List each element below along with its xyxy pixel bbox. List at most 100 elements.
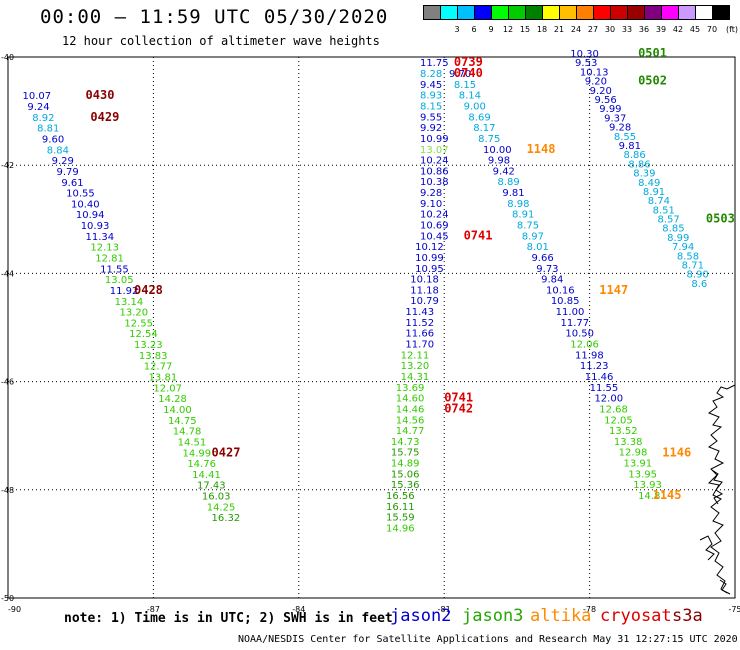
lon-tick-label: -78 (583, 605, 596, 614)
legend-jason2: jason2 (390, 606, 452, 626)
color-scale-label: 39 (655, 25, 667, 34)
swh-value: 11.00 (556, 307, 585, 318)
color-scale-cell (457, 5, 475, 20)
track-0430-0427: 10.079.248.928.819.608.849.299.799.6110.… (23, 91, 241, 524)
swh-value: 11.70 (405, 340, 434, 351)
swh-value: 8.55 (614, 132, 636, 143)
swh-value: 9.81 (502, 188, 524, 199)
swh-value: 12.54 (129, 329, 158, 340)
swh-value: 14.28 (158, 394, 187, 405)
swh-value: 14.75 (168, 416, 197, 427)
swh-value: 10.93 (81, 221, 110, 232)
swh-value: 8.99 (667, 233, 689, 244)
swh-value: 15.75 (391, 448, 420, 459)
color-scale-cell (508, 5, 526, 20)
swh-value: 9.79 (56, 167, 78, 178)
swh-value: 14.81 (638, 491, 667, 502)
swh-value: 14.99 (182, 448, 211, 459)
swh-value: 10.12 (415, 242, 444, 253)
color-scale-label: 27 (587, 25, 599, 34)
color-scale-cell (542, 5, 560, 20)
swh-value: 13.69 (396, 383, 425, 394)
swh-value: 11.23 (580, 361, 609, 372)
swh-value: 9.56 (594, 95, 616, 106)
pass-time: 0502 (638, 74, 667, 88)
swh-value: 10.50 (565, 329, 594, 340)
pass-time: 0741 (464, 228, 493, 242)
swh-value: 14.96 (386, 523, 415, 534)
swh-value: 10.00 (483, 145, 512, 156)
lat-tick-label: -44 (1, 269, 14, 278)
swh-value: 10.86 (420, 166, 449, 177)
swh-value: 11.55 (590, 383, 619, 394)
swh-value: 10.40 (71, 199, 100, 210)
swh-value: 10.16 (546, 285, 575, 296)
swh-value: 14.51 (178, 437, 207, 448)
swh-value: 12.13 (90, 243, 119, 254)
color-scale-label: 24 (570, 25, 582, 34)
color-scale-cell (576, 5, 594, 20)
swh-value: 11.18 (410, 285, 439, 296)
swh-value: 8.90 (687, 270, 709, 281)
swh-value: 11.92 (110, 286, 139, 297)
lon-tick-label: -75 (728, 605, 740, 614)
swh-value: 8.91 (643, 187, 665, 198)
swh-value: 9.55 (420, 112, 442, 123)
swh-value: 9.99 (599, 104, 621, 115)
swh-value: 8.6 (691, 279, 707, 290)
swh-value: 8.89 (498, 177, 520, 188)
swh-value: 9.84 (541, 275, 563, 286)
swh-value: 14.56 (396, 415, 425, 426)
swh-value: 8.69 (468, 112, 490, 123)
lon-tick-label: -90 (8, 605, 21, 614)
pass-time: 0427 (212, 445, 241, 459)
swh-value: 10.24 (420, 210, 449, 221)
swh-value: 16.03 (202, 492, 231, 503)
swh-value: 10.07 (23, 91, 52, 102)
legend-cryosat: cryosat (600, 606, 672, 626)
lat-tick-label: -48 (1, 486, 14, 495)
swh-value: 10.94 (76, 210, 105, 221)
swh-value: 8.85 (662, 224, 684, 235)
swh-value: 15.59 (386, 513, 415, 524)
coastline (699, 384, 736, 595)
swh-value: 12.07 (153, 383, 182, 394)
swh-value: 8.71 (682, 261, 704, 272)
color-scale-cell (525, 5, 543, 20)
swh-value: 13.20 (401, 361, 430, 372)
swh-value: 8.58 (677, 251, 699, 262)
swh-value: 9.10 (420, 199, 442, 210)
legend-jason3: jason3 (462, 606, 524, 626)
swh-value: 10.30 (570, 49, 599, 60)
swh-value: 9.73 (536, 264, 558, 275)
swh-value: 8.57 (657, 215, 679, 226)
color-scale-label: 9 (488, 25, 494, 34)
swh-value: 10.99 (415, 253, 444, 264)
swh-value: 10.69 (420, 220, 449, 231)
pass-time: 1148 (527, 142, 556, 156)
swh-value: 8.92 (32, 113, 54, 124)
swh-value: 8.15 (420, 101, 442, 112)
swh-value: 9.24 (27, 102, 49, 113)
swh-value: 16.32 (212, 513, 241, 524)
pass-time: 0429 (90, 110, 119, 124)
swh-value: 14.25 (207, 502, 236, 513)
color-scale-label: 18 (536, 25, 548, 34)
swh-value: 10.18 (410, 275, 439, 286)
swh-value: 8.49 (638, 178, 660, 189)
swh-value: 8.01 (527, 242, 549, 253)
swh-value: 14.76 (187, 459, 216, 470)
swh-value: 9.28 (609, 123, 631, 134)
swh-value: 8.74 (648, 196, 670, 207)
swh-value: 13.93 (633, 480, 662, 491)
swh-value: 10.38 (420, 177, 449, 188)
map-title: 00:00 – 11:59 UTC 05/30/2020 (40, 6, 389, 28)
swh-value: 8.51 (653, 205, 675, 216)
swh-value: 11.34 (86, 232, 115, 243)
swh-value: 14.00 (163, 405, 192, 416)
color-scale-cell (712, 5, 730, 20)
swh-value: 10.99 (420, 134, 449, 145)
lat-tick-label: -50 (1, 594, 14, 603)
swh-value: 9.98 (488, 156, 510, 167)
